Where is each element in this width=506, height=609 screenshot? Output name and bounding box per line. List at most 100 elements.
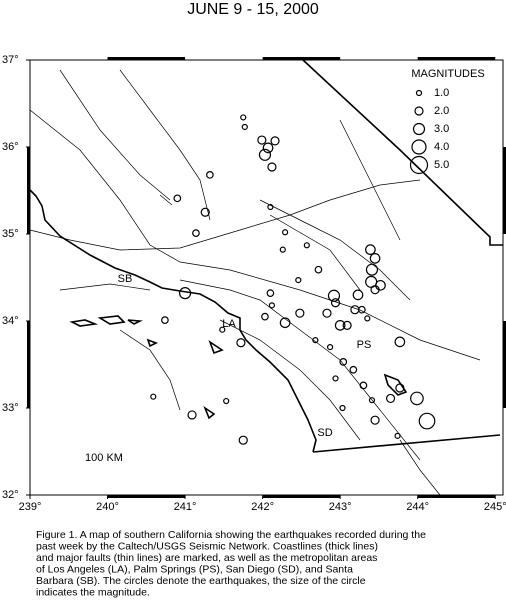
map-frame [29, 59, 504, 496]
earthquake [261, 312, 269, 321]
legend-label: 4.0 [434, 141, 449, 153]
earthquake [350, 305, 360, 315]
legend-circle [411, 139, 427, 155]
earthquake [330, 298, 341, 308]
earthquake [365, 263, 379, 276]
scale-label: 100 KM [85, 452, 123, 464]
caption-line: of Los Angeles (LA), Palm Springs (PS), … [36, 563, 353, 575]
caption-line: indicates the magnitude. [36, 586, 150, 598]
x-tick-label: 240° [96, 501, 119, 513]
frame-bar [107, 57, 186, 60]
earthquake [206, 170, 214, 179]
earthquake [219, 326, 226, 333]
earthquake [326, 344, 334, 351]
legend-title: MAGNITUDES [411, 68, 484, 80]
earthquake [178, 287, 192, 300]
frame-bar [27, 147, 30, 234]
earthquake [192, 229, 200, 237]
frame-bar [262, 57, 341, 60]
x-tick-label: 245° [484, 501, 506, 513]
frame-bar [417, 495, 496, 498]
earthquake [339, 358, 348, 366]
earthquake [223, 397, 230, 405]
faults [29, 69, 481, 496]
legend-label: 5.0 [434, 159, 449, 171]
y-tick-label: 35° [2, 228, 19, 240]
caption-line: past week by the Caltech/USGS Seismic Ne… [36, 540, 378, 552]
earthquake [270, 136, 280, 146]
earthquake [368, 397, 376, 404]
frame-bar [417, 57, 496, 60]
earthquake [295, 277, 302, 284]
frame-bar [503, 147, 506, 234]
earthquake [282, 229, 289, 236]
earthquake [312, 337, 319, 344]
earthquake [266, 289, 275, 298]
place-label: PS [357, 339, 372, 351]
y-tick-label: 34° [2, 315, 19, 327]
earthquake [369, 253, 381, 264]
earthquake [342, 320, 352, 330]
earthquake [200, 207, 210, 217]
earthquake [375, 279, 386, 291]
earthquake [257, 135, 267, 145]
legend-circle [412, 122, 426, 136]
legend-circle [414, 106, 424, 116]
place-label: SB [118, 273, 133, 285]
earthquake [238, 435, 248, 445]
earthquake [262, 142, 274, 154]
earthquake [410, 391, 424, 406]
earthquake [394, 432, 401, 439]
y-tick-label: 36° [2, 141, 19, 153]
earthquake [418, 412, 436, 430]
legend-circle [415, 89, 423, 97]
earthquake [236, 338, 246, 348]
place-label: SD [317, 427, 332, 439]
y-tick-label: 33° [2, 402, 19, 414]
earthquake [364, 315, 371, 322]
caption-line: Barbara (SB). The circles denote the ear… [36, 575, 366, 587]
earthquake [314, 265, 323, 274]
legend-circle [409, 155, 429, 175]
earthquake [358, 305, 366, 314]
earthquake [359, 381, 368, 390]
earthquake [187, 410, 197, 420]
earthquake [395, 383, 405, 393]
earthquake [150, 393, 157, 400]
frame-bar [262, 495, 341, 498]
earthquake [385, 393, 396, 404]
earthquake [258, 148, 272, 161]
frame-bar [107, 495, 186, 498]
place-label: LA [222, 318, 236, 330]
earthquake [370, 415, 380, 425]
legend-label: 3.0 [434, 123, 449, 135]
coastlines [29, 59, 503, 453]
earthquake [394, 336, 406, 348]
caption-line: Figure 1. A map of southern California s… [36, 529, 426, 541]
caption-line: and major faults (thin lines) are marked… [36, 552, 377, 564]
earthquake [365, 244, 376, 256]
x-tick-label: 242° [251, 501, 274, 513]
frame-bar [503, 321, 506, 408]
map-title: JUNE 9 - 15, 2000 [187, 1, 319, 18]
earthquake [295, 308, 305, 318]
earthquake [334, 320, 346, 331]
earthquake [322, 308, 332, 318]
legend-label: 1.0 [434, 87, 449, 99]
earthquake [339, 404, 346, 412]
earthquake [161, 316, 169, 324]
frame-bar [27, 321, 30, 408]
earthquake [332, 375, 339, 382]
x-tick-label: 244° [406, 501, 429, 513]
x-tick-label: 241° [174, 501, 197, 513]
earthquake [240, 114, 247, 121]
earthquake [352, 289, 364, 301]
x-tick-label: 243° [329, 501, 352, 513]
legend-label: 2.0 [434, 105, 449, 117]
earthquake [303, 242, 310, 249]
earthquake [279, 246, 286, 253]
y-tick-label: 37° [2, 54, 19, 66]
earthquake [173, 194, 182, 203]
